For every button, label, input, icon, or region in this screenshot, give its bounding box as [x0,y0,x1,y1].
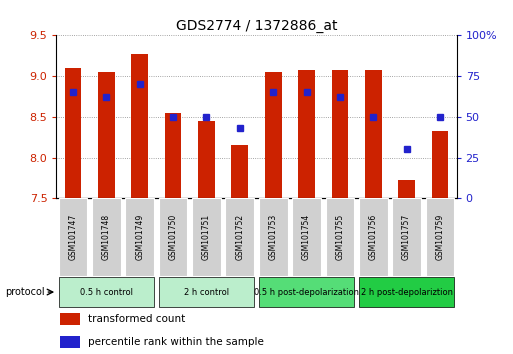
Text: GSM101750: GSM101750 [169,214,177,260]
Bar [326,198,354,276]
Text: GSM101759: GSM101759 [436,214,444,260]
Bar [259,198,287,276]
Bar [226,198,254,276]
Text: percentile rank within the sample: percentile rank within the sample [88,337,264,347]
Bar [61,313,81,325]
Bar [231,145,248,198]
Bar [359,277,454,307]
Text: protocol: protocol [5,287,45,297]
Bar [426,198,454,276]
Bar [331,70,348,198]
Text: GSM101753: GSM101753 [269,214,278,260]
Text: GSM101752: GSM101752 [235,214,244,260]
Text: GSM101747: GSM101747 [69,214,77,260]
Bar [92,198,121,276]
Bar [292,198,321,276]
Bar [159,277,254,307]
Bar [365,70,382,198]
Text: 2 h post-depolariztion: 2 h post-depolariztion [361,287,452,297]
Bar [259,277,354,307]
Bar [126,198,154,276]
Bar [398,179,415,198]
Bar [392,198,421,276]
Text: GSM101749: GSM101749 [135,214,144,260]
Bar [192,198,221,276]
Bar [61,336,81,348]
Bar [159,198,187,276]
Bar [198,121,215,198]
Text: 0.5 h control: 0.5 h control [80,287,133,297]
Text: transformed count: transformed count [88,314,186,324]
Text: GSM101751: GSM101751 [202,214,211,260]
Bar [98,72,115,198]
Text: 0.5 h post-depolarization: 0.5 h post-depolarization [254,287,359,297]
Bar [431,131,448,198]
Bar [298,70,315,198]
Text: GSM101754: GSM101754 [302,214,311,260]
Text: GSM101755: GSM101755 [336,214,344,260]
Bar [359,198,387,276]
Text: 2 h control: 2 h control [184,287,229,297]
Bar [65,68,82,198]
Bar [59,198,87,276]
Bar [165,113,182,198]
Bar [131,54,148,198]
Bar [265,72,282,198]
Text: GSM101748: GSM101748 [102,214,111,260]
Text: GSM101757: GSM101757 [402,214,411,260]
Bar [59,277,154,307]
Title: GDS2774 / 1372886_at: GDS2774 / 1372886_at [176,19,337,33]
Text: GSM101756: GSM101756 [369,214,378,260]
